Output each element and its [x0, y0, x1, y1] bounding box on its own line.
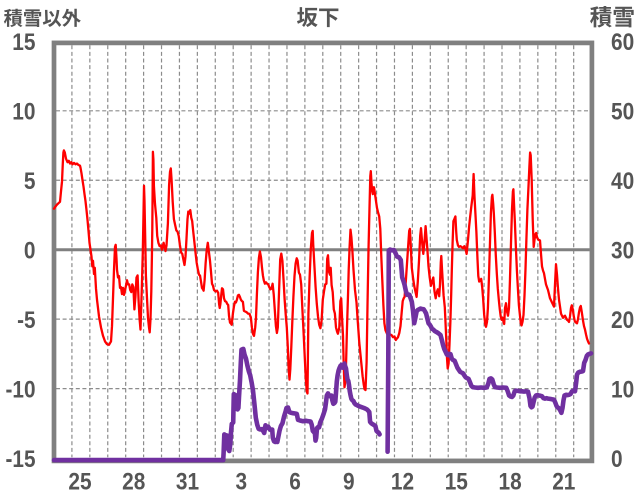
svg-text:0: 0 — [611, 446, 623, 473]
svg-text:15: 15 — [12, 29, 35, 56]
svg-text:-10: -10 — [6, 376, 36, 403]
svg-text:21: 21 — [552, 468, 575, 495]
svg-text:10: 10 — [12, 99, 35, 126]
svg-text:9: 9 — [343, 468, 355, 495]
svg-text:12: 12 — [391, 468, 414, 495]
svg-text:31: 31 — [176, 468, 199, 495]
svg-text:20: 20 — [611, 307, 634, 334]
svg-text:40: 40 — [611, 168, 634, 195]
svg-text:10: 10 — [611, 376, 634, 403]
svg-text:-15: -15 — [6, 446, 36, 473]
svg-text:30: 30 — [611, 237, 634, 264]
svg-text:5: 5 — [24, 168, 36, 195]
svg-text:50: 50 — [611, 99, 634, 126]
svg-text:6: 6 — [289, 468, 301, 495]
svg-text:0: 0 — [24, 237, 36, 264]
svg-text:60: 60 — [611, 29, 634, 56]
svg-text:25: 25 — [68, 468, 91, 495]
svg-text:18: 18 — [499, 468, 522, 495]
svg-text:15: 15 — [445, 468, 468, 495]
svg-text:3: 3 — [236, 468, 248, 495]
svg-text:-5: -5 — [17, 307, 35, 334]
svg-text:28: 28 — [122, 468, 145, 495]
